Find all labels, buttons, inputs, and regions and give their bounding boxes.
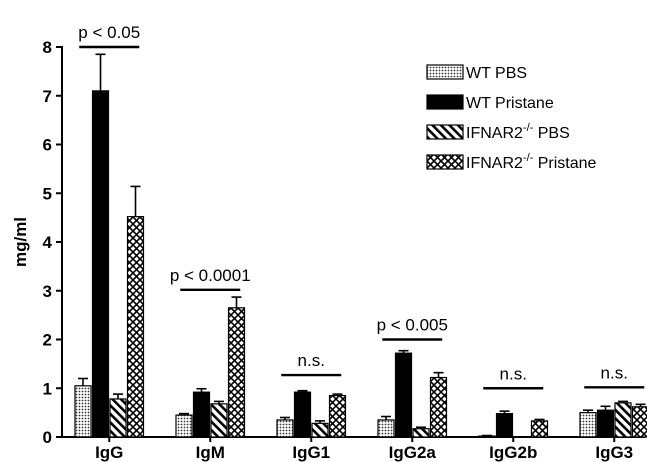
bar-igg3-series-3 [614, 402, 632, 438]
y-tick-label: 7 [43, 87, 52, 106]
bar-igm-series-2 [192, 391, 211, 438]
bar-igm-series-3 [210, 403, 228, 438]
bar-igg-series-1 [74, 385, 92, 438]
legend-entry-label: IFNAR2-/- PBS [466, 122, 570, 142]
y-axis-label: mg/ml [11, 217, 30, 267]
legend: WT PBS WT Pristane IFNAR2-/- PBS IFNAR2-/- … [426, 64, 597, 172]
bar-igg2b-series-4 [530, 420, 549, 438]
significance-label: n.s. [500, 364, 527, 383]
legend-swatch [426, 124, 464, 140]
bar-igg-series-2 [91, 90, 110, 438]
bar-igg1-series-4 [328, 394, 347, 438]
legend-entry-label: WT Pristane [466, 95, 554, 112]
bars [74, 53, 647, 438]
significance-label: p < 0.05 [78, 23, 140, 42]
bar-igg2b-series-2 [495, 413, 514, 438]
significance-label: p < 0.005 [377, 316, 448, 335]
legend-swatch [426, 64, 464, 80]
bar-igg2a-series-1 [377, 419, 395, 438]
legend-entry-label: WT PBS [466, 65, 527, 82]
bar-igg-series-4 [126, 216, 145, 438]
legend-swatch [426, 94, 464, 110]
significance-annotations: p < 0.05 p < 0.0001 n.s. p < 0.005 n.s. n.s. [78, 23, 645, 390]
bar-igg2a-series-4 [429, 376, 448, 438]
bar-igg1-series-2 [293, 391, 312, 438]
bar-igg-series-3 [109, 398, 127, 438]
y-tick-label: 1 [43, 379, 52, 398]
y-tick-label: 6 [43, 136, 52, 155]
y-tick-label: 0 [43, 428, 52, 447]
bar-igg3-series-1 [579, 412, 597, 438]
bar-igg2a-series-2 [394, 352, 413, 438]
bar-igg2a-series-3 [412, 428, 430, 438]
x-category-label: IgG1 [292, 443, 330, 462]
bar-igg1-series-1 [276, 419, 294, 438]
x-category-label: IgG3 [595, 443, 633, 462]
bar-igm-series-4 [227, 307, 246, 438]
y-tick-label: 5 [43, 184, 52, 203]
y-tick-label: 2 [43, 331, 52, 350]
y-tick-label: 8 [43, 38, 52, 57]
bar-igm-series-1 [175, 414, 193, 438]
x-category-label: IgG [95, 443, 123, 462]
x-category-label: IgM [196, 443, 225, 462]
significance-label: n.s. [298, 351, 325, 370]
x-category-label: IgG2a [389, 443, 437, 462]
bar-igg1-series-3 [311, 422, 329, 438]
significance-label: n.s. [601, 363, 628, 382]
x-category-label: IgG2b [489, 443, 537, 462]
axes: 0 1 2 3 4 5 6 7 8 IgG IgM IgG1 IgG2a IgG2b IgG3 [43, 38, 645, 462]
bar-igg3-series-4 [631, 406, 647, 438]
y-tick-label: 4 [43, 233, 53, 252]
significance-label: p < 0.0001 [170, 266, 251, 285]
y-tick-label: 3 [43, 282, 52, 301]
legend-entry-label: IFNAR2-/- Pristane [466, 152, 597, 172]
bar-igg3-series-2 [596, 409, 615, 438]
legend-swatch [426, 154, 464, 170]
